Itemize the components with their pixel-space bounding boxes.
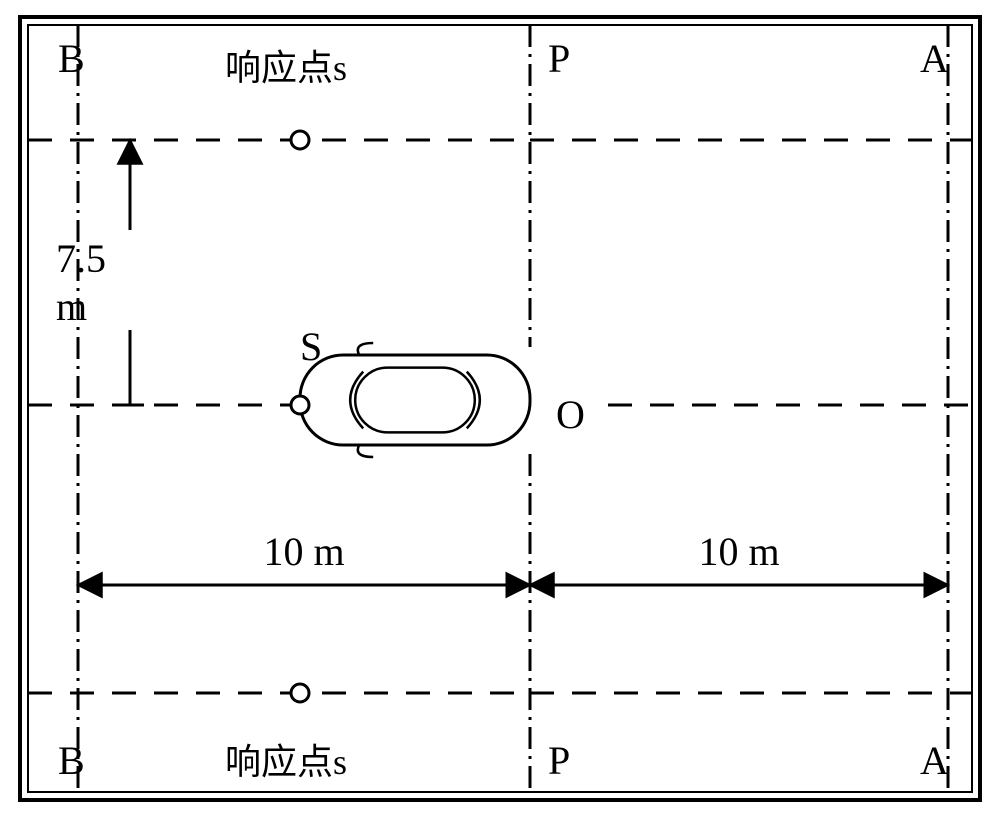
label-10m-left: 10 m (263, 529, 344, 574)
label-7p5-unit: m (56, 284, 87, 329)
label-B-top: B (58, 36, 85, 81)
label-P-bot: P (548, 738, 570, 783)
label-P-top: P (548, 36, 570, 81)
label-O: O (556, 392, 585, 437)
label-A-top: A (920, 36, 949, 81)
marker-mid (291, 396, 309, 414)
marker-top (291, 131, 309, 149)
marker-bot (291, 684, 309, 702)
car (296, 343, 534, 457)
label-B-bot: B (58, 738, 85, 783)
label-response-top: 响应点s (225, 48, 347, 88)
label-A-bot: A (920, 738, 949, 783)
label-10m-right: 10 m (698, 529, 779, 574)
label-7p5: 7.5 (56, 236, 106, 281)
label-S: S (300, 324, 322, 369)
label-response-bot: 响应点s (225, 742, 347, 782)
